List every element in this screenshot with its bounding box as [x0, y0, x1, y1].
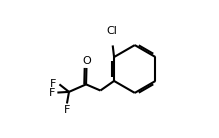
Text: F: F [50, 79, 57, 89]
Text: Cl: Cl [107, 26, 117, 36]
Text: O: O [82, 56, 91, 66]
Text: F: F [64, 105, 70, 115]
Text: F: F [49, 88, 55, 98]
